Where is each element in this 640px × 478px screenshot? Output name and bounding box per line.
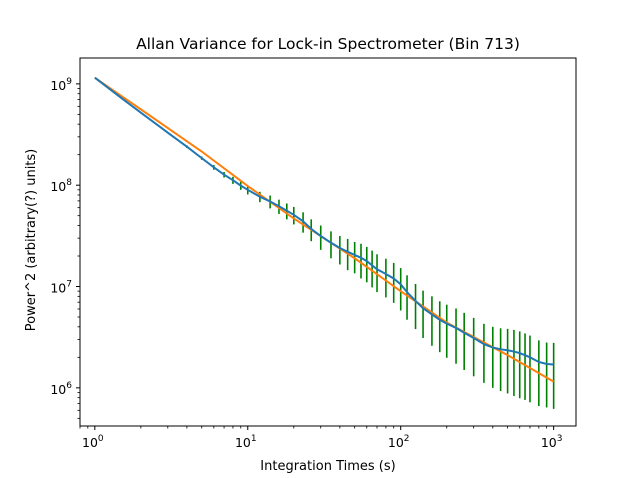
chart-title: Allan Variance for Lock-in Spectrometer … xyxy=(136,35,520,53)
plot-area: 100 101 102 103 106 107 108 109 xyxy=(50,57,577,450)
y-tick-label: 106 xyxy=(50,381,72,397)
x-axis-label: Integration Times (s) xyxy=(260,459,395,474)
x-tick-label: 103 xyxy=(541,434,563,450)
y-tick-label: 108 xyxy=(50,178,72,194)
measured-line xyxy=(94,76,554,366)
x-tick-label: 100 xyxy=(82,434,104,450)
y-tick-label: 109 xyxy=(50,77,72,93)
y-tick-label: 107 xyxy=(50,280,72,296)
plot-frame xyxy=(79,57,577,427)
x-tick-label: 102 xyxy=(388,434,410,450)
y-axis-label: Power^2 (arbitrary(?) units) xyxy=(24,149,39,332)
x-tick-label: 101 xyxy=(235,434,257,450)
